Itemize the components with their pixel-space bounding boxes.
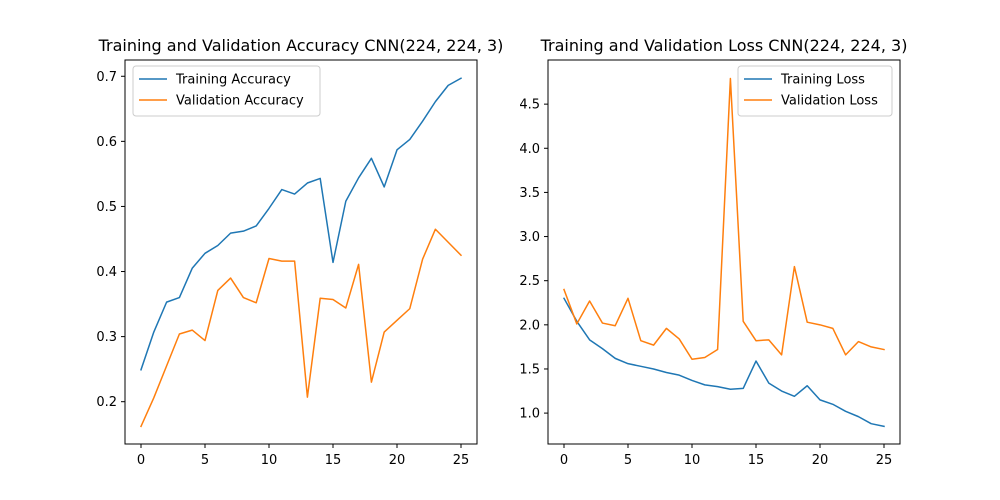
legend-entry: Training Accuracy xyxy=(175,73,291,88)
x-tick-label: 20 xyxy=(389,453,406,468)
x-tick-label: 10 xyxy=(261,453,278,468)
chart-title: Training and Validation Loss CNN(224, 22… xyxy=(540,36,908,55)
legend: Training Accuracy Validation Accuracy xyxy=(132,65,321,117)
chart-title: Training and Validation Accuracy CNN(224… xyxy=(98,36,504,55)
plot-frame xyxy=(124,59,478,445)
x-tick-label: 25 xyxy=(876,453,893,468)
series-line-validation xyxy=(563,77,885,361)
x-tick-label: 15 xyxy=(325,453,342,468)
y-tick-label: 0.7 xyxy=(96,70,117,85)
x-tick-label: 0 xyxy=(137,453,145,468)
y-tick-label: 0.6 xyxy=(96,135,117,150)
x-tick-label: 0 xyxy=(560,453,568,468)
x-tick-label: 10 xyxy=(684,453,701,468)
y-tick-label: 0.4 xyxy=(96,265,117,280)
accuracy-plot: Training and Validation Accuracy CNN(224… xyxy=(96,36,503,468)
legend-entry: Validation Accuracy xyxy=(176,94,304,109)
series-line-training xyxy=(562,297,885,428)
y-tick-label: 1.0 xyxy=(519,407,540,422)
x-tick-label: 5 xyxy=(201,453,209,468)
x-tick-label: 25 xyxy=(453,453,470,468)
series-line-validation xyxy=(140,228,463,428)
y-tick-label: 0.5 xyxy=(96,200,117,215)
y-tick-label: 4.0 xyxy=(519,142,540,157)
legend: Training Loss Validation Loss xyxy=(737,65,893,117)
y-tick-label: 3.5 xyxy=(519,186,540,201)
legend-box xyxy=(132,65,321,117)
plot-frame xyxy=(547,59,901,445)
x-tick-label: 5 xyxy=(624,453,632,468)
x-tick-label: 20 xyxy=(812,453,829,468)
legend-entry: Training Loss xyxy=(780,73,865,88)
series-line-training xyxy=(140,77,463,371)
x-tick-label: 15 xyxy=(748,453,765,468)
legend-box xyxy=(737,65,893,117)
y-tick-label: 3.0 xyxy=(519,230,540,245)
y-tick-label: 0.2 xyxy=(96,395,117,410)
y-tick-label: 4.5 xyxy=(519,98,540,113)
y-tick-label: 0.3 xyxy=(96,330,117,345)
loss-plot: Training and Validation Loss CNN(224, 22… xyxy=(519,36,907,468)
y-tick-label: 2.0 xyxy=(519,318,540,333)
y-tick-label: 2.5 xyxy=(519,274,540,289)
legend-entry: Validation Loss xyxy=(781,94,878,109)
y-tick-label: 1.5 xyxy=(519,362,540,377)
